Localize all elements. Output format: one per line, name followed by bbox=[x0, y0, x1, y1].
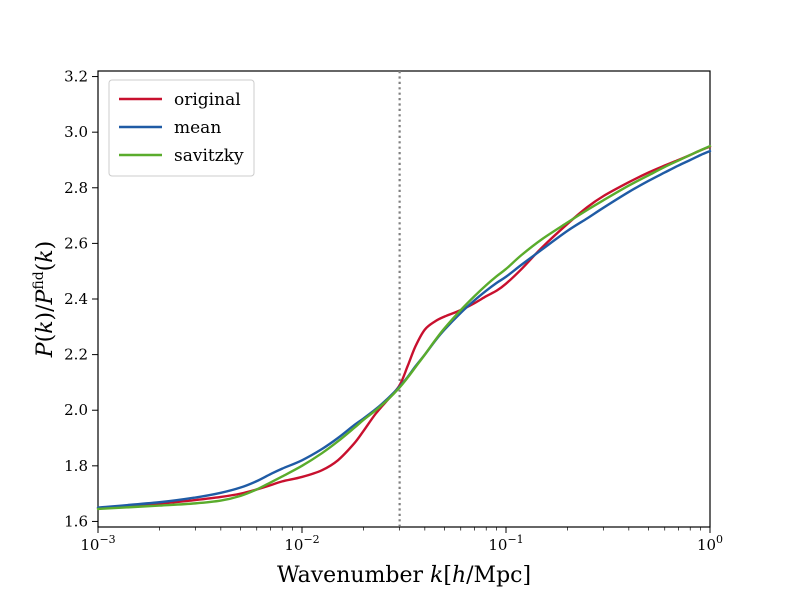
x-tick-label: 100 bbox=[697, 533, 723, 554]
y-tick-label: 2.6 bbox=[64, 234, 88, 252]
series-lines bbox=[96, 144, 712, 511]
y-tick-label: 3.0 bbox=[64, 123, 88, 141]
legend: original mean savitzky bbox=[108, 79, 255, 177]
y-tick-label: 1.6 bbox=[64, 512, 88, 530]
axis-ticks: 10−3 10−2 10−1 100 1.6 1.8 2.0 2.2 2.4 2.6 2.8 3.0 3… bbox=[64, 68, 723, 554]
series-line-mean bbox=[96, 149, 712, 509]
y-tick-label: 2.4 bbox=[64, 290, 88, 308]
x-axis-title: Wavenumber k[h/Mpc] bbox=[277, 563, 531, 588]
legend-label-mean: mean bbox=[174, 118, 221, 138]
y-tick-label: 2.8 bbox=[64, 179, 88, 197]
x-tick-label: 10−3 bbox=[80, 533, 115, 554]
legend-box bbox=[108, 79, 255, 177]
legend-label-savitzky: savitzky bbox=[174, 146, 244, 166]
y-tick-label: 2.0 bbox=[64, 401, 88, 419]
y-tick-label: 2.2 bbox=[64, 346, 88, 364]
y-tick-label: 1.8 bbox=[64, 457, 88, 475]
x-tick-label: 10−1 bbox=[488, 533, 523, 554]
series-line-savitzky bbox=[96, 144, 712, 511]
legend-label-original: original bbox=[174, 90, 241, 110]
y-axis-title: P(k)/Pfid(k) bbox=[31, 241, 58, 358]
x-tick-label: 10−2 bbox=[284, 533, 319, 554]
series-line-original bbox=[96, 145, 712, 510]
y-tick-label: 3.2 bbox=[64, 68, 88, 86]
